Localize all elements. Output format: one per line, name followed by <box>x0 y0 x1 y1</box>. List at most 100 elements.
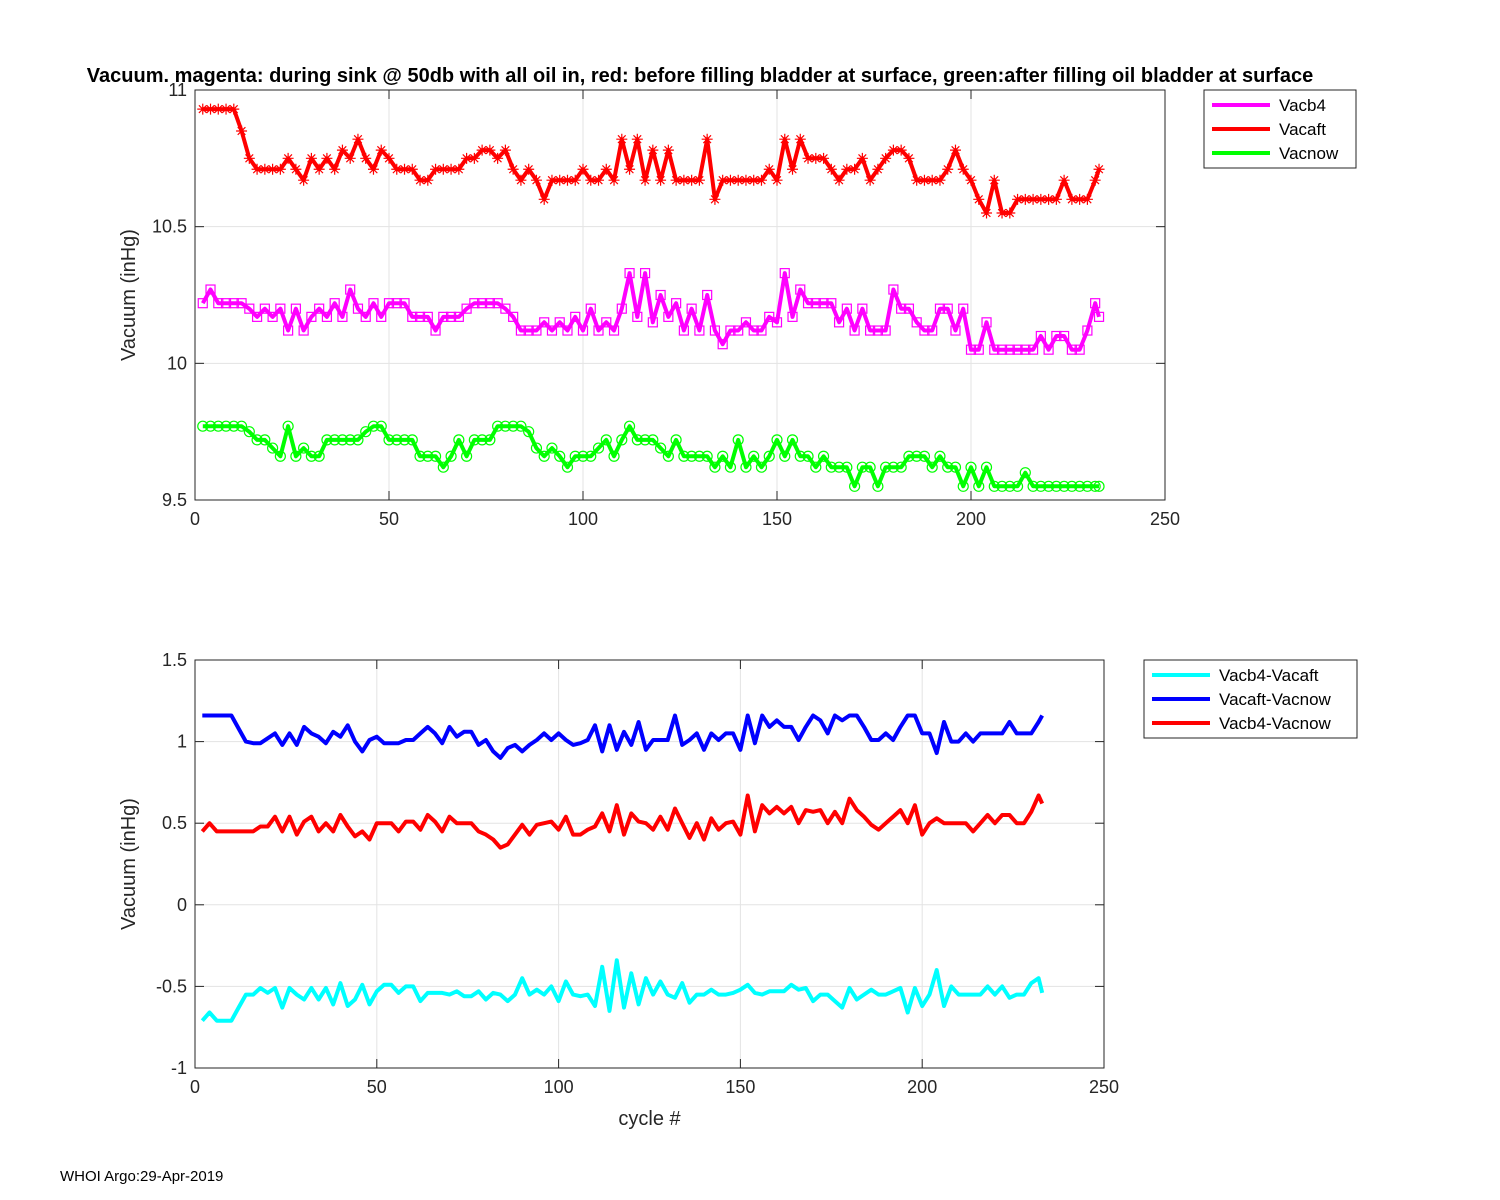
data-point <box>204 420 217 432</box>
data-point <box>523 163 535 175</box>
data-point <box>848 480 861 492</box>
data-point <box>686 303 697 314</box>
data-point <box>942 163 954 175</box>
data-point <box>422 174 434 186</box>
data-point <box>313 163 325 175</box>
data-point <box>903 152 915 164</box>
data-point <box>267 442 279 454</box>
data-point <box>414 450 426 462</box>
x-tick-label: 150 <box>725 1077 755 1097</box>
data-point <box>539 317 550 328</box>
data-point <box>531 325 542 336</box>
data-point <box>779 133 791 145</box>
data-point <box>1066 480 1078 492</box>
data-point <box>507 163 519 175</box>
data-point <box>725 325 736 336</box>
data-point <box>220 420 232 432</box>
data-point <box>1020 344 1031 355</box>
data-point <box>290 303 301 314</box>
data-point <box>864 174 876 186</box>
data-point <box>639 434 651 446</box>
series-group <box>200 713 1045 1023</box>
data-point <box>1090 298 1101 309</box>
data-point <box>911 317 922 328</box>
data-point <box>849 163 861 175</box>
data-point <box>825 163 837 175</box>
data-point <box>755 461 768 473</box>
data-point <box>476 144 488 156</box>
data-point <box>794 133 806 145</box>
data-point <box>453 163 465 175</box>
data-point <box>786 434 799 446</box>
data-point <box>895 461 907 473</box>
data-point <box>631 434 643 446</box>
data-point <box>973 344 984 355</box>
data-point <box>593 325 604 336</box>
data-point <box>647 434 659 446</box>
data-point <box>1089 174 1101 186</box>
data-point <box>864 461 876 473</box>
data-point <box>515 174 527 186</box>
data-point <box>616 133 628 145</box>
data-point <box>896 303 907 314</box>
data-point <box>367 163 379 175</box>
data-point <box>981 207 993 219</box>
data-point <box>477 298 488 309</box>
data-point <box>523 325 534 336</box>
data-point <box>383 152 395 164</box>
data-point <box>810 152 822 164</box>
data-point <box>918 450 931 462</box>
data-point <box>468 152 480 164</box>
data-point <box>694 325 705 336</box>
data-point <box>546 325 558 336</box>
y-tick-label: -1 <box>171 1058 187 1078</box>
data-point <box>1089 480 1101 492</box>
data-point <box>771 434 783 446</box>
data-point <box>802 450 814 462</box>
data-point <box>678 174 690 186</box>
data-point <box>492 420 504 432</box>
data-point <box>988 480 1000 492</box>
data-point <box>600 163 612 175</box>
data-point <box>306 311 317 322</box>
data-point <box>329 163 341 175</box>
data-point <box>1066 344 1077 355</box>
data-point <box>1004 344 1015 355</box>
data-point <box>732 174 744 186</box>
data-point <box>763 450 775 462</box>
data-point <box>833 461 845 473</box>
data-point <box>414 311 426 322</box>
data-point <box>1035 480 1047 492</box>
data-point <box>538 193 550 205</box>
data-point <box>608 174 620 186</box>
data-point <box>368 298 379 309</box>
data-point <box>585 303 596 314</box>
data-point <box>205 284 216 295</box>
data-point <box>197 298 208 309</box>
data-point <box>833 174 845 186</box>
data-point <box>903 303 915 314</box>
data-point <box>360 426 372 438</box>
data-point <box>453 311 464 322</box>
data-point <box>569 450 581 462</box>
data-point <box>1035 193 1047 205</box>
data-point <box>686 174 698 186</box>
data-point <box>344 434 356 446</box>
data-point <box>1011 480 1024 492</box>
data-point <box>818 152 830 164</box>
data-point <box>601 317 612 328</box>
data-point <box>717 174 729 186</box>
data-point <box>530 174 542 186</box>
data-point <box>1004 207 1016 219</box>
data-point <box>212 103 224 115</box>
data-point <box>546 174 558 186</box>
legend-label: Vacaft <box>1279 120 1326 139</box>
data-point <box>927 325 938 336</box>
data-point <box>1066 193 1078 205</box>
data-point <box>748 174 760 186</box>
data-point <box>399 298 410 309</box>
data-point <box>787 163 799 175</box>
data-point <box>841 163 853 175</box>
footer-date: WHOI Argo:29-Apr-2019 <box>60 1168 224 1185</box>
x-tick-label: 50 <box>379 509 399 529</box>
